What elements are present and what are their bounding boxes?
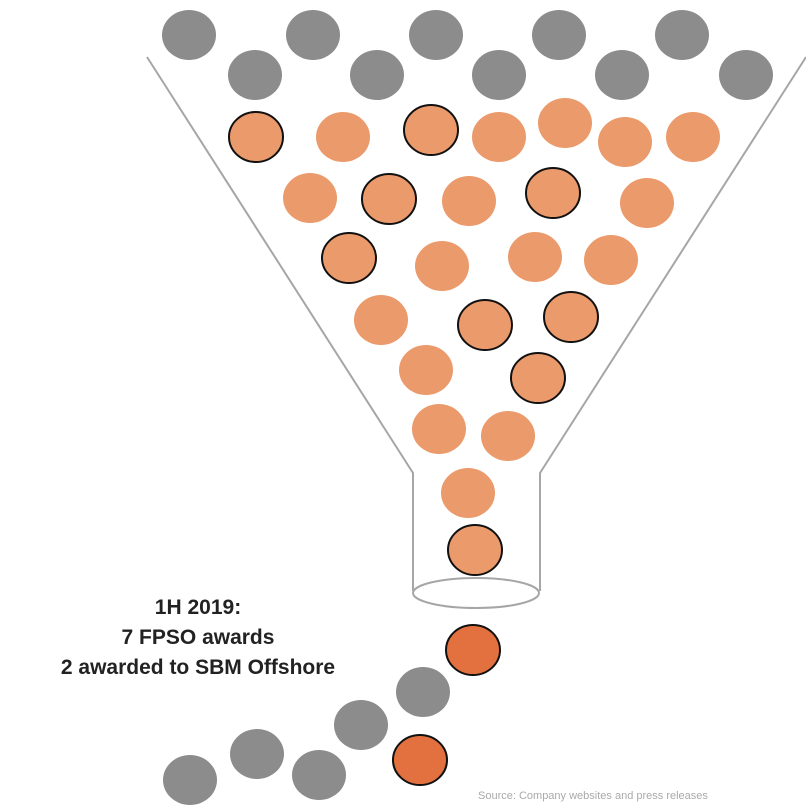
sbm-award-ball	[392, 734, 448, 786]
grey-ball	[409, 10, 463, 60]
tender-ball	[666, 112, 720, 162]
sbm-tender-ball	[321, 232, 377, 284]
grey-ball	[334, 700, 388, 750]
tender-ball	[481, 411, 535, 461]
grey-ball	[228, 50, 282, 100]
grey-ball	[162, 10, 216, 60]
caption-period: 1H 2019:	[154, 596, 242, 619]
sbm-tender-ball	[403, 104, 459, 156]
sbm-tender-ball	[510, 352, 566, 404]
grey-ball	[230, 729, 284, 779]
award-caption: 1H 2019: 7 FPSO awards 2 awarded to SBM …	[0, 593, 396, 683]
grey-ball	[719, 50, 773, 100]
tender-ball	[283, 173, 337, 223]
tender-ball	[316, 112, 370, 162]
grey-ball	[532, 10, 586, 60]
tender-ball	[354, 295, 408, 345]
tender-ball	[442, 176, 496, 226]
funnel-right-wall	[539, 56, 806, 591]
tender-ball	[441, 468, 495, 518]
sbm-tender-ball	[361, 173, 417, 225]
caption-awarded-to: 2 awarded to SBM Offshore	[60, 656, 336, 679]
grey-ball	[595, 50, 649, 100]
tender-ball	[472, 112, 526, 162]
tender-ball	[399, 345, 453, 395]
source-note: Source: Company websites and press relea…	[478, 790, 708, 802]
grey-ball	[292, 750, 346, 800]
grey-ball	[286, 10, 340, 60]
funnel-left-wall	[146, 56, 414, 591]
funnel-spout-opening	[412, 577, 540, 609]
grey-ball	[472, 50, 526, 100]
sbm-tender-ball	[457, 299, 513, 351]
grey-ball	[655, 10, 709, 60]
grey-ball	[350, 50, 404, 100]
grey-ball	[163, 755, 217, 805]
tender-ball	[584, 235, 638, 285]
tender-ball	[538, 98, 592, 148]
tender-ball	[412, 404, 466, 454]
funnel	[146, 56, 806, 609]
sbm-tender-ball	[543, 291, 599, 343]
tender-ball	[415, 241, 469, 291]
sbm-tender-ball	[447, 524, 503, 576]
tender-ball	[598, 117, 652, 167]
sbm-tender-ball	[525, 167, 581, 219]
grey-ball	[396, 667, 450, 717]
sbm-award-ball	[445, 624, 501, 676]
sbm-tender-ball	[228, 111, 284, 163]
tender-ball	[508, 232, 562, 282]
caption-awards: 7 FPSO awards	[121, 626, 275, 649]
balls	[162, 10, 773, 805]
tender-ball	[620, 178, 674, 228]
